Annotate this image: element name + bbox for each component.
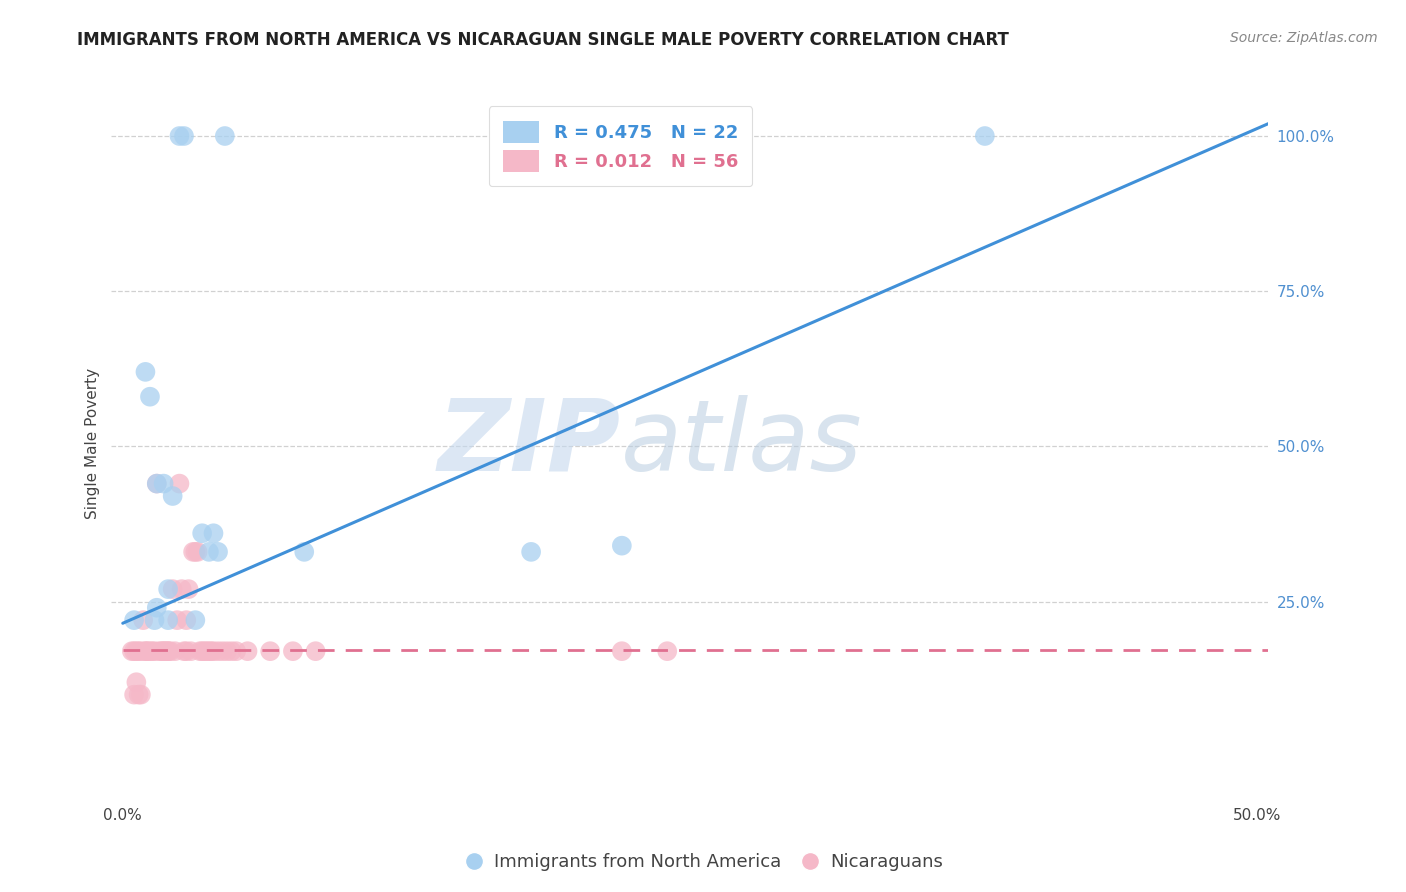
Point <box>166 613 188 627</box>
Point <box>191 526 214 541</box>
Point <box>207 644 229 658</box>
Point <box>170 582 193 596</box>
Point <box>188 644 211 658</box>
Point <box>146 600 169 615</box>
Point <box>146 476 169 491</box>
Point <box>139 390 162 404</box>
Point <box>128 644 150 658</box>
Text: IMMIGRANTS FROM NORTH AMERICA VS NICARAGUAN SINGLE MALE POVERTY CORRELATION CHAR: IMMIGRANTS FROM NORTH AMERICA VS NICARAG… <box>77 31 1010 49</box>
Point <box>211 644 233 658</box>
Point <box>157 582 180 596</box>
Point <box>973 128 995 143</box>
Point <box>155 644 177 658</box>
Point <box>139 644 162 658</box>
Point <box>134 644 156 658</box>
Point <box>152 644 174 658</box>
Point <box>173 644 195 658</box>
Point <box>187 545 209 559</box>
Point <box>191 644 214 658</box>
Point <box>159 644 181 658</box>
Point <box>121 644 143 658</box>
Point <box>217 644 239 658</box>
Point <box>162 489 184 503</box>
Point <box>148 644 170 658</box>
Point <box>281 644 304 658</box>
Point <box>134 365 156 379</box>
Point <box>214 128 236 143</box>
Point <box>195 644 218 658</box>
Point <box>610 644 633 658</box>
Point <box>122 688 145 702</box>
Point <box>193 644 215 658</box>
Point <box>304 644 326 658</box>
Point <box>128 688 150 702</box>
Text: Source: ZipAtlas.com: Source: ZipAtlas.com <box>1230 31 1378 45</box>
Point <box>157 613 180 627</box>
Point <box>122 644 145 658</box>
Point <box>143 644 166 658</box>
Point <box>184 545 207 559</box>
Point <box>157 644 180 658</box>
Point <box>136 644 159 658</box>
Point <box>174 644 197 658</box>
Point <box>169 476 191 491</box>
Point <box>657 644 679 658</box>
Point <box>141 644 163 658</box>
Point <box>162 582 184 596</box>
Legend: Immigrants from North America, Nicaraguans: Immigrants from North America, Nicaragua… <box>456 847 950 879</box>
Point <box>150 644 173 658</box>
Point <box>129 688 152 702</box>
Point <box>207 545 229 559</box>
Point <box>292 545 315 559</box>
Point <box>181 545 204 559</box>
Point <box>152 644 174 658</box>
Point <box>221 644 243 658</box>
Point <box>198 644 221 658</box>
Point <box>180 644 202 658</box>
Point <box>134 644 156 658</box>
Point <box>200 644 222 658</box>
Point <box>157 644 180 658</box>
Point <box>225 644 247 658</box>
Point <box>143 613 166 627</box>
Text: atlas: atlas <box>620 395 862 491</box>
Y-axis label: Single Male Poverty: Single Male Poverty <box>86 368 100 519</box>
Point <box>184 613 207 627</box>
Point <box>173 128 195 143</box>
Point <box>163 644 186 658</box>
Point <box>610 539 633 553</box>
Point <box>202 644 225 658</box>
Point <box>177 582 200 596</box>
Point <box>125 644 148 658</box>
Point <box>236 644 259 658</box>
Point <box>169 128 191 143</box>
Point <box>520 545 543 559</box>
Point <box>259 644 281 658</box>
Text: ZIP: ZIP <box>437 395 620 491</box>
Point <box>122 613 145 627</box>
Point <box>125 675 148 690</box>
Point <box>129 644 152 658</box>
Point <box>146 476 169 491</box>
Point <box>198 545 221 559</box>
Point <box>202 526 225 541</box>
Point <box>174 613 197 627</box>
Point <box>152 476 174 491</box>
Point <box>132 613 155 627</box>
Legend: R = 0.475   N = 22, R = 0.012   N = 56: R = 0.475 N = 22, R = 0.012 N = 56 <box>489 106 752 186</box>
